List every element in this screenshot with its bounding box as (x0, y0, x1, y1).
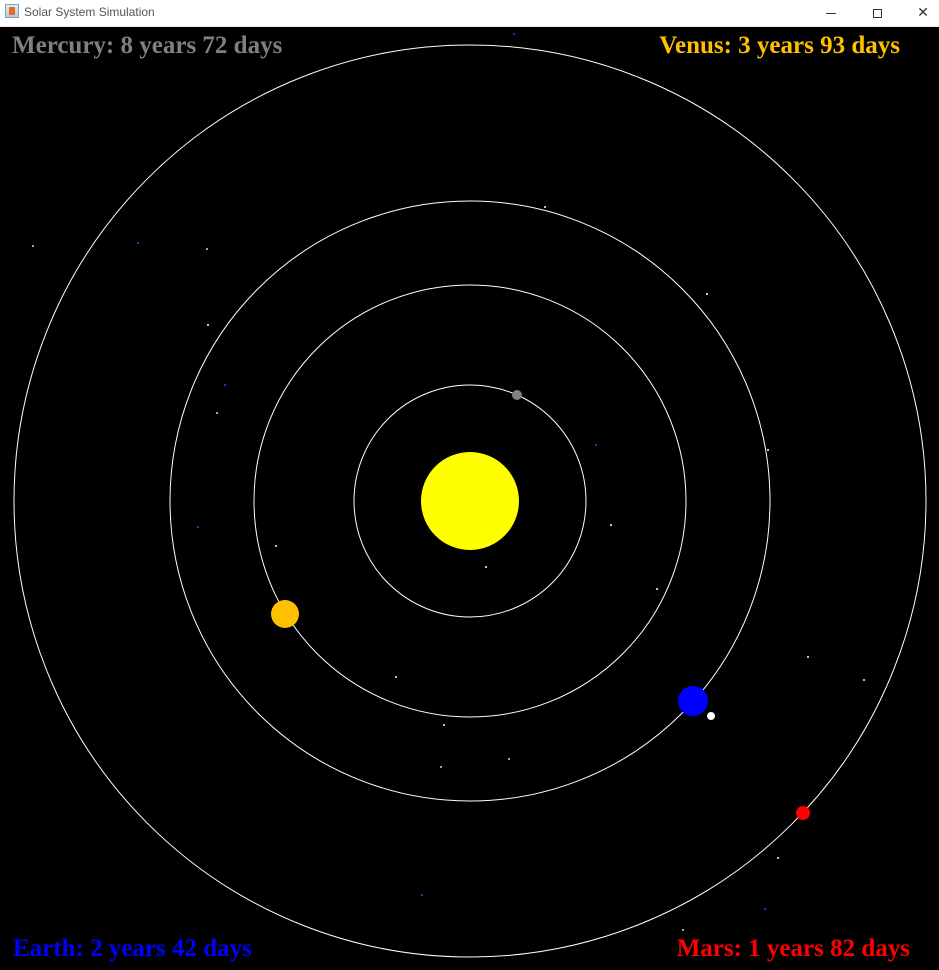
star (137, 242, 139, 244)
star (207, 324, 209, 326)
maximize-button[interactable] (854, 0, 900, 26)
star (421, 894, 423, 896)
java-app-icon[interactable] (5, 4, 19, 18)
star (216, 412, 218, 414)
star (275, 545, 277, 547)
star (443, 724, 445, 726)
sun (421, 452, 519, 550)
moon (707, 712, 715, 720)
star (544, 206, 546, 208)
starfield (32, 33, 865, 931)
venus-planet (271, 600, 299, 628)
star (682, 929, 684, 931)
star (508, 758, 510, 760)
star (440, 766, 442, 768)
orbits (13, 44, 927, 958)
window-title: Solar System Simulation (24, 5, 155, 19)
star (764, 908, 766, 910)
star (610, 524, 612, 526)
minimize-button[interactable] (808, 0, 854, 26)
star (197, 526, 199, 528)
earth-age-label: Earth: 2 years 42 days (13, 935, 252, 962)
star (32, 245, 34, 247)
minimize-icon (826, 12, 836, 14)
star (656, 588, 658, 590)
star (863, 679, 865, 681)
star (777, 857, 779, 859)
mercury-planet (512, 390, 522, 400)
venus-orbit (253, 284, 687, 718)
mercury-age-label: Mercury: 8 years 72 days (12, 32, 283, 59)
earth-orbit (169, 200, 771, 802)
star (513, 33, 515, 35)
venus-age-label: Venus: 3 years 93 days (659, 32, 900, 59)
close-icon: ✕ (917, 5, 929, 21)
title-bar[interactable]: Solar System Simulation ✕ (0, 0, 939, 27)
simulation-drawing (13, 33, 927, 958)
simulation-canvas: Mercury: 8 years 72 days Venus: 3 years … (0, 27, 939, 970)
maximize-icon (872, 8, 882, 18)
earth-planet (678, 686, 708, 716)
star (485, 566, 487, 568)
close-button[interactable]: ✕ (900, 0, 939, 26)
mercury-orbit (353, 384, 587, 618)
star (395, 676, 397, 678)
mars-orbit (13, 44, 927, 958)
star (706, 293, 708, 295)
star (206, 248, 208, 250)
mars-planet (796, 806, 810, 820)
mars-age-label: Mars: 1 years 82 days (676, 935, 910, 962)
star (224, 384, 226, 386)
star (807, 656, 809, 658)
star (595, 444, 597, 446)
star (767, 449, 769, 451)
